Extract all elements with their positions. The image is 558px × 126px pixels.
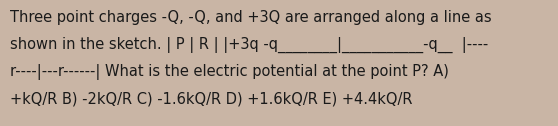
- Text: Three point charges -Q, -Q, and +3Q are arranged along a line as: Three point charges -Q, -Q, and +3Q are …: [10, 10, 492, 25]
- Text: +kQ/R B) -2kQ/R C) -1.6kQ/R D) +1.6kQ/R E) +4.4kQ/R: +kQ/R B) -2kQ/R C) -1.6kQ/R D) +1.6kQ/R …: [10, 91, 412, 106]
- Text: shown in the sketch. | P | R | |+3q -q________|___________-q__  |----: shown in the sketch. | P | R | |+3q -q__…: [10, 37, 488, 53]
- Text: r----|---r------| What is the electric potential at the point P? A): r----|---r------| What is the electric p…: [10, 64, 449, 80]
